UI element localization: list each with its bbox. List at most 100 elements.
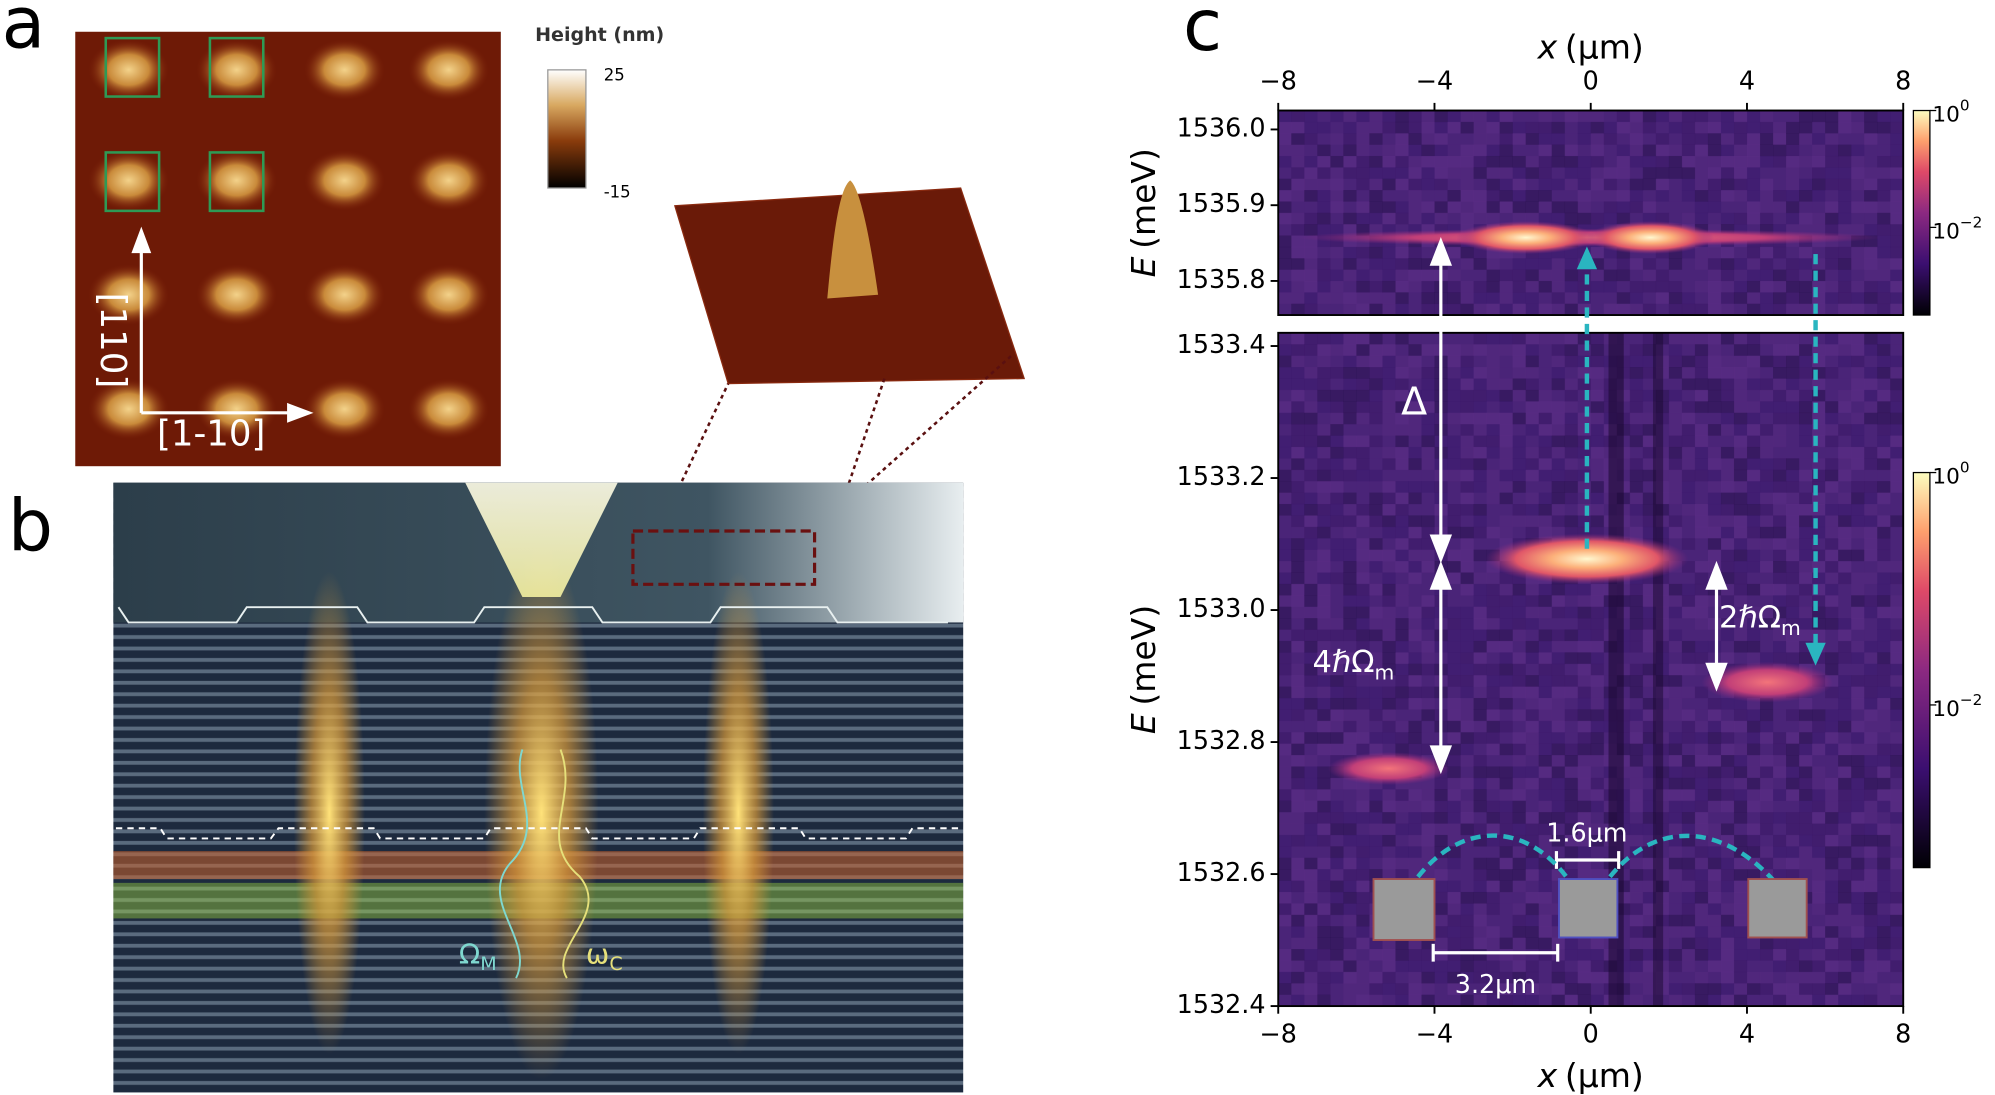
heatmap-cell xyxy=(1369,224,1383,236)
heatmap-cell xyxy=(1564,720,1579,733)
heatmap-cell xyxy=(1733,800,1748,813)
heatmap-cell xyxy=(1369,971,1383,984)
heatmap-cell xyxy=(1421,583,1435,596)
heatmap-cell xyxy=(1291,144,1305,157)
heatmap-cell xyxy=(1681,561,1696,573)
heatmap-cell xyxy=(1525,121,1540,134)
heatmap-cell xyxy=(1356,869,1370,881)
heatmap-cell xyxy=(1382,133,1396,145)
heatmap-cell xyxy=(1421,458,1435,471)
heatmap-cell xyxy=(1733,212,1748,225)
heatmap-cell xyxy=(1512,280,1527,293)
heatmap-cell xyxy=(1538,344,1553,357)
heatmap-cell xyxy=(1733,606,1748,619)
heatmap-cell xyxy=(1304,561,1318,573)
heatmap-cell xyxy=(1525,640,1540,653)
afm-dot xyxy=(87,149,170,211)
heatmap-cell xyxy=(1890,224,1904,236)
heatmap-cell xyxy=(1525,971,1540,984)
heatmap-cell xyxy=(1799,155,1813,168)
heatmap-cell xyxy=(1330,355,1344,368)
heatmap-cell xyxy=(1668,606,1683,619)
heatmap-cell xyxy=(1681,178,1696,191)
heatmap-cell xyxy=(1551,458,1566,471)
heatmap-cell xyxy=(1486,595,1500,608)
heatmap-cell xyxy=(1551,709,1566,722)
heatmap-cell xyxy=(1538,755,1553,767)
heatmap-cell xyxy=(1681,652,1696,665)
heatmap-cell xyxy=(1408,212,1422,225)
heatmap-cell xyxy=(1851,743,1865,756)
heatmap-cell xyxy=(1877,937,1891,950)
heatmap-cell xyxy=(1551,167,1566,180)
heatmap-cell xyxy=(1642,675,1657,687)
heatmap-cell xyxy=(1877,110,1891,123)
heatmap-cell xyxy=(1564,378,1579,391)
heatmap-cell xyxy=(1877,378,1891,391)
heatmap-cell xyxy=(1629,212,1644,225)
heatmap-cell xyxy=(1681,732,1696,745)
heatmap-cell xyxy=(1395,663,1409,676)
heatmap-cell xyxy=(1330,903,1344,916)
heatmap-cell xyxy=(1564,709,1579,722)
heatmap-cell xyxy=(1694,435,1709,448)
heatmap-cell xyxy=(1642,583,1657,596)
heatmap-cell xyxy=(1564,389,1579,402)
heatmap-cell xyxy=(1499,515,1513,528)
heatmap-cell xyxy=(1812,949,1826,961)
heatmap-cell xyxy=(1278,914,1292,927)
heatmap-cell xyxy=(1812,332,1826,345)
heatmap-cell xyxy=(1499,355,1513,368)
heatmap-cell xyxy=(1473,880,1487,893)
heatmap-cell xyxy=(1304,481,1318,493)
heatmap-cell xyxy=(1720,269,1735,282)
heatmap-cell xyxy=(1304,355,1318,368)
heatmap-cell xyxy=(1629,629,1644,642)
heatmap-cell xyxy=(1825,355,1839,368)
heatmap-cell xyxy=(1473,937,1487,950)
heatmap-cell xyxy=(1681,469,1696,482)
heatmap-cell xyxy=(1642,834,1657,847)
heatmap-cell xyxy=(1473,766,1487,779)
heatmap-cell xyxy=(1499,332,1513,345)
heatmap-cell xyxy=(1694,812,1709,824)
heatmap-cell xyxy=(1460,292,1474,305)
heatmap-cell xyxy=(1825,401,1839,414)
heatmap-cell xyxy=(1851,949,1865,961)
heatmap-cell xyxy=(1825,618,1839,630)
heatmap-cell xyxy=(1799,709,1813,722)
heatmap-cell xyxy=(1291,880,1305,893)
heatmap-cell xyxy=(1799,606,1813,619)
heatmap-cell xyxy=(1799,378,1813,391)
heatmap-cell xyxy=(1864,606,1878,619)
heatmap-cell xyxy=(1473,834,1487,847)
heatmap-cell xyxy=(1864,640,1878,653)
heatmap-cell xyxy=(1291,891,1305,904)
heatmap-cell xyxy=(1838,167,1852,180)
heatmap-cell xyxy=(1759,389,1774,402)
heatmap-cell xyxy=(1356,155,1370,168)
heatmap-cell xyxy=(1499,424,1513,436)
heatmap-cell xyxy=(1460,960,1474,973)
heatmap-cell xyxy=(1395,446,1409,459)
heatmap-cell xyxy=(1304,720,1318,733)
axis-label: [110] xyxy=(92,293,133,389)
heatmap-cell xyxy=(1564,133,1579,145)
heatmap-cell xyxy=(1694,766,1709,779)
heatmap-cell xyxy=(1473,412,1487,425)
heatmap-cell xyxy=(1668,212,1683,225)
heatmap-cell xyxy=(1564,258,1579,270)
heatmap-cell xyxy=(1590,629,1605,642)
heatmap-cell xyxy=(1694,133,1709,145)
heatmap-cell xyxy=(1590,743,1605,756)
heatmap-cell xyxy=(1369,618,1383,630)
heatmap-cell xyxy=(1812,869,1826,881)
heatmap-cell xyxy=(1551,983,1566,996)
heatmap-cell xyxy=(1812,167,1826,180)
heatmap-cell xyxy=(1278,983,1292,996)
heatmap-cell xyxy=(1408,960,1422,973)
heatmap-cell xyxy=(1577,618,1592,630)
heatmap-cell xyxy=(1864,344,1878,357)
heatmap-cell xyxy=(1642,269,1657,282)
heatmap-cell xyxy=(1877,800,1891,813)
